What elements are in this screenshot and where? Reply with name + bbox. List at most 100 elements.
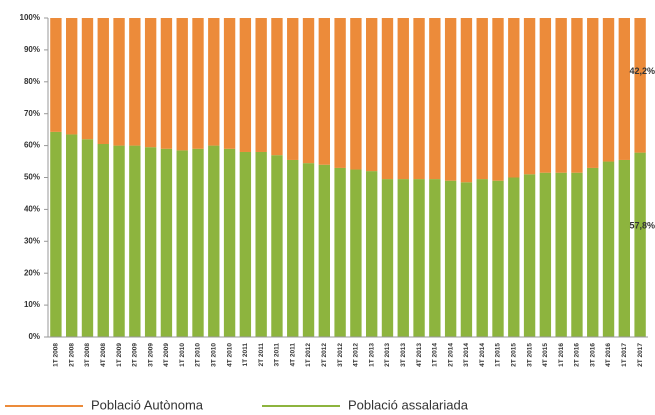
x-tick-label: 4T 2015: [542, 343, 549, 367]
x-tick-label: 3T 2016: [589, 343, 596, 367]
bar-segment: [113, 18, 125, 146]
bar-segment: [50, 131, 62, 337]
x-tick-label: 1T 2012: [305, 343, 312, 367]
bar-segment: [587, 167, 599, 337]
x-tick-label: 1T 2015: [495, 343, 502, 367]
bar-segment: [318, 164, 330, 337]
x-tick-label: 4T 2011: [289, 343, 296, 367]
x-tick-label: 3T 2010: [211, 343, 218, 367]
bar-segment: [618, 159, 630, 337]
bar-segment: [508, 18, 520, 178]
bar-segment: [413, 179, 425, 337]
x-tick-label: 3T 2009: [147, 343, 154, 367]
x-tick-label: 3T 2011: [274, 343, 281, 367]
x-tick-label: 2T 2016: [574, 343, 581, 367]
x-tick-label: 2T 2017: [637, 343, 644, 367]
x-tick-label: 1T 2014: [432, 343, 439, 367]
bar-segment: [66, 134, 78, 337]
bar-segment: [492, 180, 504, 337]
x-tick-label: 3T 2014: [463, 343, 470, 367]
bar-segment: [255, 18, 267, 152]
bar-segment: [571, 172, 583, 337]
bar-segment: [302, 163, 315, 337]
bar-segment: [66, 18, 78, 135]
bar-segment: [113, 145, 125, 337]
bar-segment: [602, 18, 615, 162]
x-tick-label: 2T 2012: [321, 343, 328, 367]
x-tick-label: 4T 2016: [605, 343, 612, 367]
x-tick-label: 3T 2015: [526, 343, 533, 367]
bar-segment: [144, 147, 157, 337]
bar-segment: [444, 18, 457, 181]
x-tick-label: 4T 2010: [226, 343, 233, 367]
x-tick-label: 2T 2008: [68, 343, 75, 367]
bar-segment: [81, 18, 94, 140]
bar-segment: [129, 145, 141, 337]
bar-segment: [523, 174, 536, 337]
bar-segment: [587, 18, 599, 168]
x-tick-label: 1T 2016: [558, 343, 565, 367]
x-tick-label: 1T 2010: [179, 343, 186, 367]
bar-segment: [492, 18, 504, 181]
bar-segment: [571, 18, 583, 173]
y-tick-label: 70%: [24, 109, 40, 118]
bar-segment: [602, 161, 615, 337]
bar-segment: [350, 18, 362, 170]
bar-segment: [97, 144, 109, 337]
bar-segment: [223, 148, 236, 337]
bar-segment: [460, 182, 473, 337]
bar-segment: [287, 159, 299, 337]
x-tick-label: 3T 2012: [337, 343, 344, 367]
y-tick-label: 100%: [20, 13, 40, 22]
y-tick-label: 60%: [24, 141, 40, 150]
y-tick-label: 10%: [24, 300, 40, 309]
bar-segment: [476, 18, 488, 180]
bar-segment: [413, 18, 425, 180]
bar-segment: [302, 18, 315, 164]
bar-segment: [160, 148, 173, 337]
bar-segment: [539, 172, 552, 337]
bar-segment: [318, 18, 330, 165]
y-tick-label: 0%: [28, 332, 40, 341]
x-tick-label: 1T 2011: [242, 343, 249, 367]
bar-segment: [50, 18, 62, 132]
bar-segment: [160, 18, 173, 149]
x-tick-label: 1T 2013: [368, 343, 375, 367]
bar-segment: [223, 18, 236, 149]
x-tick-label: 2T 2015: [511, 343, 518, 367]
bar-segment: [144, 18, 157, 148]
bar-segment: [366, 18, 378, 172]
bar-segment: [271, 18, 283, 156]
bar-segment: [97, 18, 109, 145]
bar-segment: [539, 18, 552, 173]
bar-segment: [208, 145, 220, 337]
bar-segment: [350, 169, 362, 337]
bar-segment: [271, 155, 283, 337]
bar-segment: [381, 18, 394, 180]
bar-segment: [176, 18, 188, 151]
bar-segment: [334, 167, 346, 337]
bar-segment: [618, 18, 630, 160]
bar-segment: [381, 179, 394, 337]
bar-segment: [397, 18, 409, 180]
data-label: 57,8%: [629, 221, 655, 231]
bar-segment: [634, 152, 646, 337]
bar-segment: [239, 18, 252, 152]
bar-segment: [460, 18, 473, 183]
y-tick-label: 30%: [24, 236, 40, 245]
x-tick-label: 4T 2009: [163, 343, 170, 367]
bar-segment: [429, 18, 441, 180]
data-label: 42,2%: [629, 66, 655, 76]
bar-segment: [555, 18, 567, 173]
x-tick-label: 2T 2009: [132, 343, 139, 367]
bar-segment: [366, 171, 378, 337]
bar-segment: [192, 18, 204, 149]
bar-segment: [255, 151, 267, 337]
x-tick-label: 1T 2009: [116, 343, 123, 367]
bar-segment: [192, 148, 204, 337]
bar-segment: [508, 177, 520, 337]
legend-label: Població assalariada: [348, 397, 469, 412]
bar-segment: [334, 18, 346, 168]
bar-segment: [129, 18, 141, 146]
